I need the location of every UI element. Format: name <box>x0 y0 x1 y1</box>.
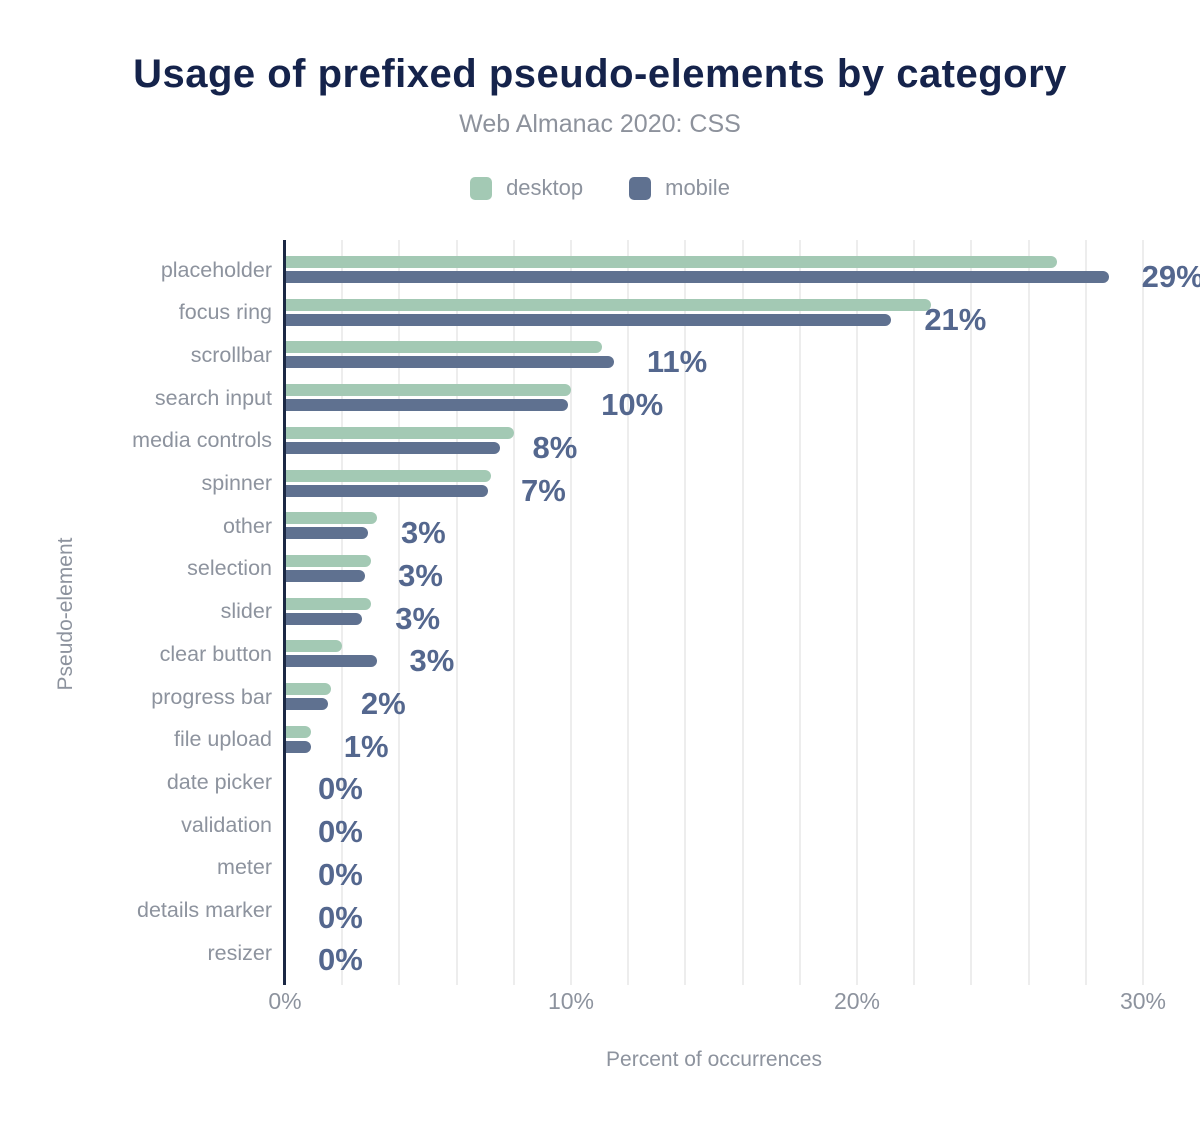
value-label-progress-bar: 2% <box>360 686 406 721</box>
x-axis-title: Percent of occurrences <box>606 1048 822 1071</box>
category-label-slider: slider <box>220 599 272 624</box>
value-label-file-upload: 1% <box>343 728 389 764</box>
category-label-resizer: resizer <box>207 940 272 965</box>
chart-subtitle: Web Almanac 2020: CSS <box>459 110 741 138</box>
value-label-spinner: 7% <box>521 472 566 508</box>
value-label-focus-ring: 21% <box>924 301 987 337</box>
gridline-24pct <box>970 240 973 985</box>
bar-mobile-search-input <box>285 399 569 412</box>
value-label-meter: 0% <box>318 856 363 892</box>
bar-mobile-scrollbar <box>285 356 614 369</box>
bar-desktop-placeholder <box>285 256 1058 268</box>
value-label-slider: 3% <box>395 600 441 636</box>
bar-desktop-media-controls <box>285 426 514 439</box>
x-tick-30: 30% <box>1119 988 1167 1014</box>
bar-desktop-scrollbar <box>285 341 603 354</box>
bar-desktop-progress-bar <box>285 683 331 695</box>
gridline-2pct <box>341 240 344 985</box>
category-label-details-marker: details marker <box>136 898 272 922</box>
plot-area: placeholder 29% focus ring 21% scrollbar 11% s… <box>0 240 1200 985</box>
bar-desktop-clear-button <box>285 640 343 653</box>
bar-mobile-clear-button <box>285 655 377 668</box>
bar-desktop-selection <box>285 554 371 567</box>
gridline-8pct <box>512 240 515 985</box>
mobile-legend-swatch <box>629 176 652 200</box>
bar-desktop-search-input <box>285 384 571 397</box>
bar-mobile-spinner <box>285 484 489 497</box>
value-label-resizer: 0% <box>318 942 363 978</box>
gridline-16pct <box>741 240 744 985</box>
value-label-media-controls: 8% <box>532 429 578 465</box>
gridline-22pct <box>913 240 916 985</box>
gridline-4pct <box>398 240 401 985</box>
bar-mobile-placeholder <box>285 271 1109 283</box>
bar-desktop-spinner <box>285 469 491 482</box>
category-label-focus-ring: focus ring <box>178 300 272 325</box>
category-label-clear-button: clear button <box>159 641 272 666</box>
legend: desktop mobile <box>0 175 1200 201</box>
value-label-placeholder: 29% <box>1141 259 1200 294</box>
gridline-26pct <box>1027 240 1030 985</box>
value-label-other: 3% <box>400 515 446 551</box>
bar-desktop-slider <box>285 597 371 610</box>
category-label-placeholder: placeholder <box>160 257 272 282</box>
category-label-file-upload: file upload <box>173 727 272 752</box>
category-label-other: other <box>222 513 272 538</box>
gridline-18pct <box>798 240 801 985</box>
x-tick-20: 20% <box>833 988 881 1014</box>
value-label-scrollbar: 11% <box>646 344 708 380</box>
category-label-media-controls: media controls <box>132 428 272 453</box>
category-label-date-picker: date picker <box>166 769 272 794</box>
y-axis-title: Pseudo-element <box>54 537 77 691</box>
category-label-selection: selection <box>187 556 272 581</box>
bar-mobile-other <box>285 527 368 540</box>
bar-mobile-focus-ring <box>285 313 892 326</box>
bar-mobile-slider <box>285 612 363 625</box>
bar-desktop-focus-ring <box>285 298 932 311</box>
value-label-search-input: 10% <box>601 387 664 423</box>
gridline-10pct <box>570 240 572 985</box>
gridline-6pct <box>455 240 458 985</box>
category-label-validation: validation <box>181 812 272 837</box>
gridline-14pct <box>684 240 687 985</box>
value-label-details-marker: 0% <box>318 899 363 935</box>
bar-mobile-file-upload <box>285 740 311 753</box>
bar-mobile-media-controls <box>285 441 500 454</box>
value-label-selection: 3% <box>398 557 443 593</box>
value-label-clear-button: 3% <box>409 643 455 679</box>
bar-desktop-file-upload <box>285 725 311 738</box>
desktop-legend-label: desktop <box>506 175 584 200</box>
legend-item-mobile[interactable]: mobile <box>629 175 730 201</box>
gridline-28pct <box>1084 240 1087 985</box>
x-tick-0: 0% <box>268 988 302 1014</box>
category-label-scrollbar: scrollbar <box>190 342 272 367</box>
legend-item-desktop[interactable]: desktop <box>470 175 583 201</box>
gridline-20pct <box>856 240 858 985</box>
desktop-legend-swatch <box>470 176 493 200</box>
mobile-legend-label: mobile <box>665 175 730 200</box>
bar-desktop-other <box>285 512 377 525</box>
category-label-meter: meter <box>217 855 272 880</box>
category-label-spinner: spinner <box>201 471 272 495</box>
gridline-12pct <box>627 240 630 985</box>
value-label-date-picker: 0% <box>318 771 363 807</box>
chart-title: Usage of prefixed pseudo-elements by cat… <box>133 52 1067 96</box>
category-label-progress-bar: progress bar <box>151 684 272 709</box>
y-axis-line <box>283 240 286 985</box>
category-label-search-input: search input <box>154 385 272 410</box>
bar-mobile-selection <box>285 569 366 582</box>
gridline-30pct <box>1142 240 1144 985</box>
x-tick-10: 10% <box>547 988 595 1014</box>
bar-mobile-progress-bar <box>285 698 328 710</box>
value-label-validation: 0% <box>318 814 363 850</box>
